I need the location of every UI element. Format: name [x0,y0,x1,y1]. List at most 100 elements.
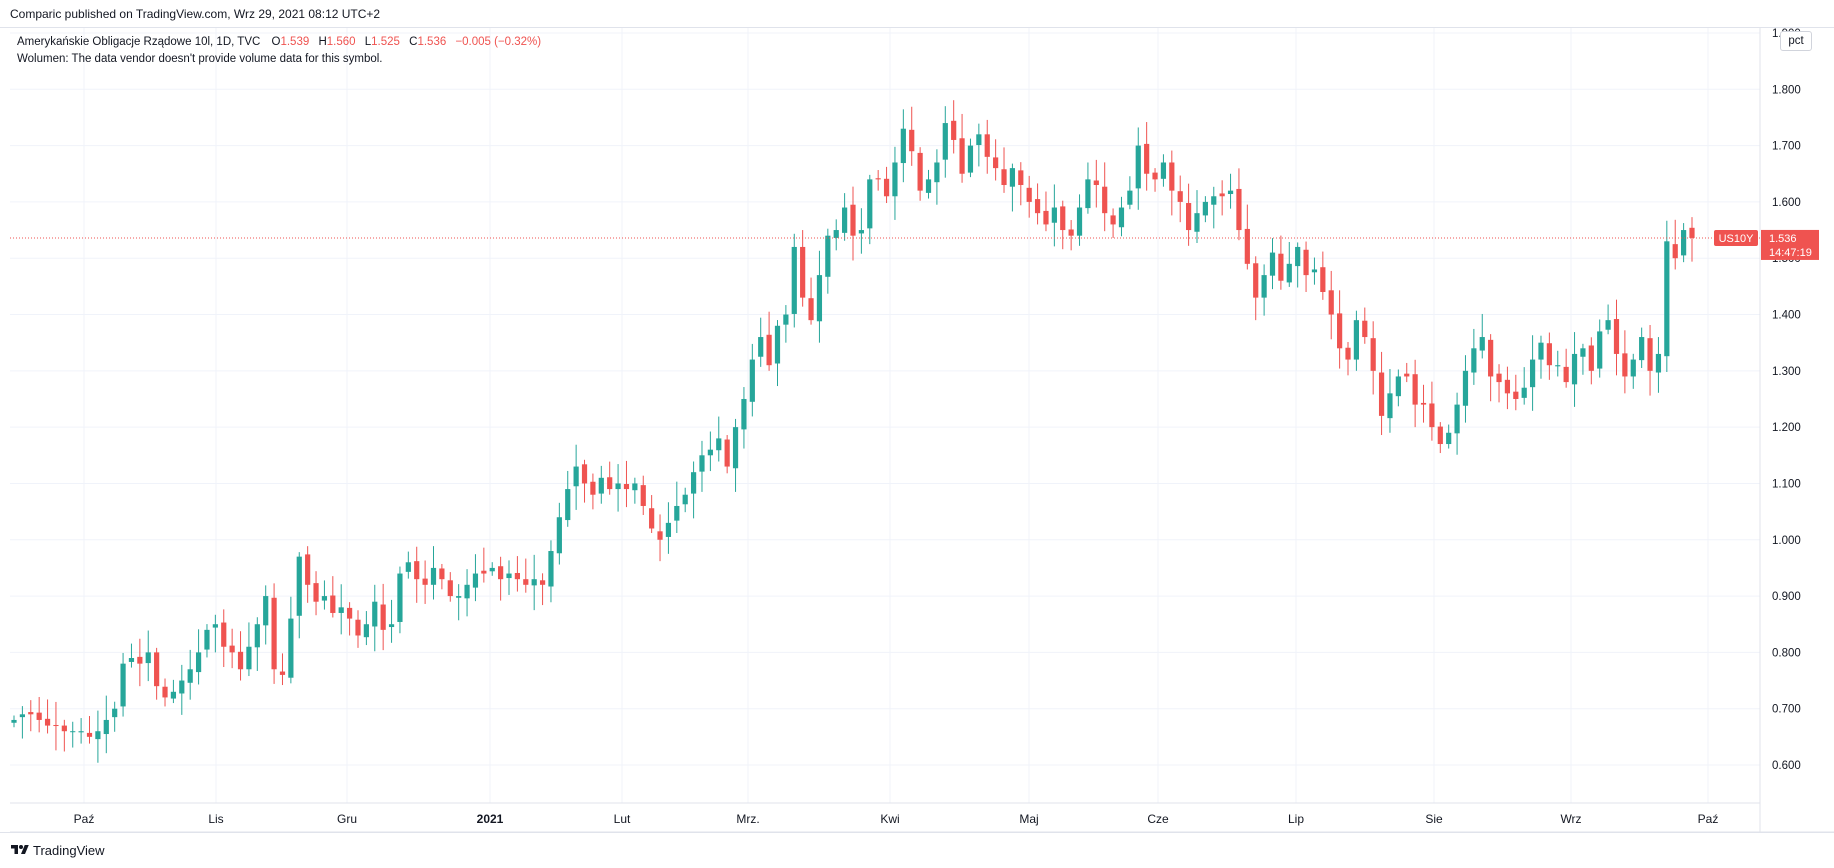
candle-body [1169,162,1175,191]
candle-body [1588,345,1594,371]
footer-brand[interactable]: TradingView [33,843,105,858]
candle-body [808,298,814,321]
candle-body [1227,190,1234,195]
candle-body [598,477,604,494]
candle-body [732,427,739,469]
candle-body [1185,203,1192,231]
candle-body [179,680,185,694]
candle-body [1353,320,1360,360]
candle-body [1462,370,1469,406]
candle-body [1672,244,1678,259]
candle-body [825,235,831,277]
open-value: 1.539 [280,36,310,48]
low-label: L [364,36,372,48]
candle-body [305,554,311,585]
candle-body [1555,365,1561,367]
candle-body [137,656,143,664]
candle-body [1278,253,1284,281]
candle-body [271,597,277,670]
last-price-tag [1761,229,1819,260]
candle-body [187,669,193,683]
time-axis[interactable]: Paź Lis Gru 2021 Lut Mrz. Kwi Maj Cze Lip Sie Wrz Pa… [74,812,1719,826]
candle-body [1454,404,1460,434]
chart-grid [10,28,1760,803]
chart-legend: Amerykańskie Obligacje Rządowe 10l, 1D, … [17,34,541,68]
candle-body [506,573,512,579]
tradingview-logo-icon[interactable] [10,843,30,857]
high-label: H [318,36,327,48]
candle-body [1689,227,1695,238]
candle-body [195,652,202,673]
time-tick-label: 2021 [477,812,504,826]
candle-body [892,162,898,197]
candle-body [716,438,722,451]
time-tick-label: Gru [337,812,357,826]
candle-body [1253,263,1259,298]
time-tick-label: Mrz. [736,812,759,826]
last-price-value: 1.536 [1769,233,1797,245]
candle-body [489,567,495,572]
candle-body [1085,179,1091,209]
candle-body [212,624,218,628]
time-tick-label: Wrz [1560,812,1581,826]
candle-body [120,663,126,707]
candle-body [86,732,93,737]
candle-body [1076,207,1083,236]
candle-body [951,120,957,140]
candle-body [481,570,487,574]
candle-body [1160,162,1167,179]
candle-body [321,596,328,601]
candle-body [959,138,965,174]
candle-body [338,607,344,613]
candle-body [1211,196,1217,205]
candle-body [1571,353,1578,385]
candle-body [288,618,294,678]
candle-body [1521,387,1527,398]
symbol-tag [1714,229,1758,246]
symbol-description[interactable]: Amerykańskie Obligacje Rządowe 10l, 1D, … [17,36,261,48]
candle-body [976,134,982,146]
candle-body [447,580,453,597]
candle-body [565,489,571,521]
candle-body [1261,275,1267,298]
candle-body [1127,190,1133,205]
candle-body [925,179,932,193]
candle-body [70,731,76,733]
candle-body [204,629,210,650]
price-chart[interactable]: 0.600 0.700 0.800 0.900 1.000 1.100 1.200 1.300… [0,28,1834,832]
candle-body [724,439,730,467]
candle-body [875,178,881,180]
candles-group [11,100,1695,763]
candle-body [1269,252,1276,276]
candle-body [1009,168,1016,187]
candle-body [36,712,42,720]
last-price-marker: US10Y 1.536 14:47:19 [1714,229,1819,260]
candle-body [1546,343,1552,366]
candle-body [1412,374,1418,405]
candle-body [984,134,990,157]
price-tick-label: 0.800 [1772,647,1801,659]
open-label: O [271,36,281,48]
candle-body [28,712,34,715]
candle-body [1177,191,1183,202]
candle-body [1378,372,1385,416]
price-axis[interactable]: 0.600 0.700 0.800 0.900 1.000 1.100 1.200 1.300… [1772,28,1801,772]
candle-body [514,572,521,580]
candle-body [405,562,411,572]
candle-body [632,483,638,491]
candle-body [707,449,713,456]
time-tick-label: Lut [614,812,631,826]
candle-body [1303,249,1309,276]
candle-body [296,556,302,616]
price-tick-label: 1.200 [1772,422,1801,434]
unit-badge[interactable]: pct [1780,31,1812,51]
candle-body [170,691,177,699]
candle-body [993,157,999,169]
candle-body [229,645,235,653]
candle-body [1420,402,1427,405]
candle-body [883,178,890,197]
candle-body [1647,338,1653,371]
close-value: 1.536 [417,36,447,48]
candle-body [1320,267,1326,292]
candle-body [967,145,974,173]
